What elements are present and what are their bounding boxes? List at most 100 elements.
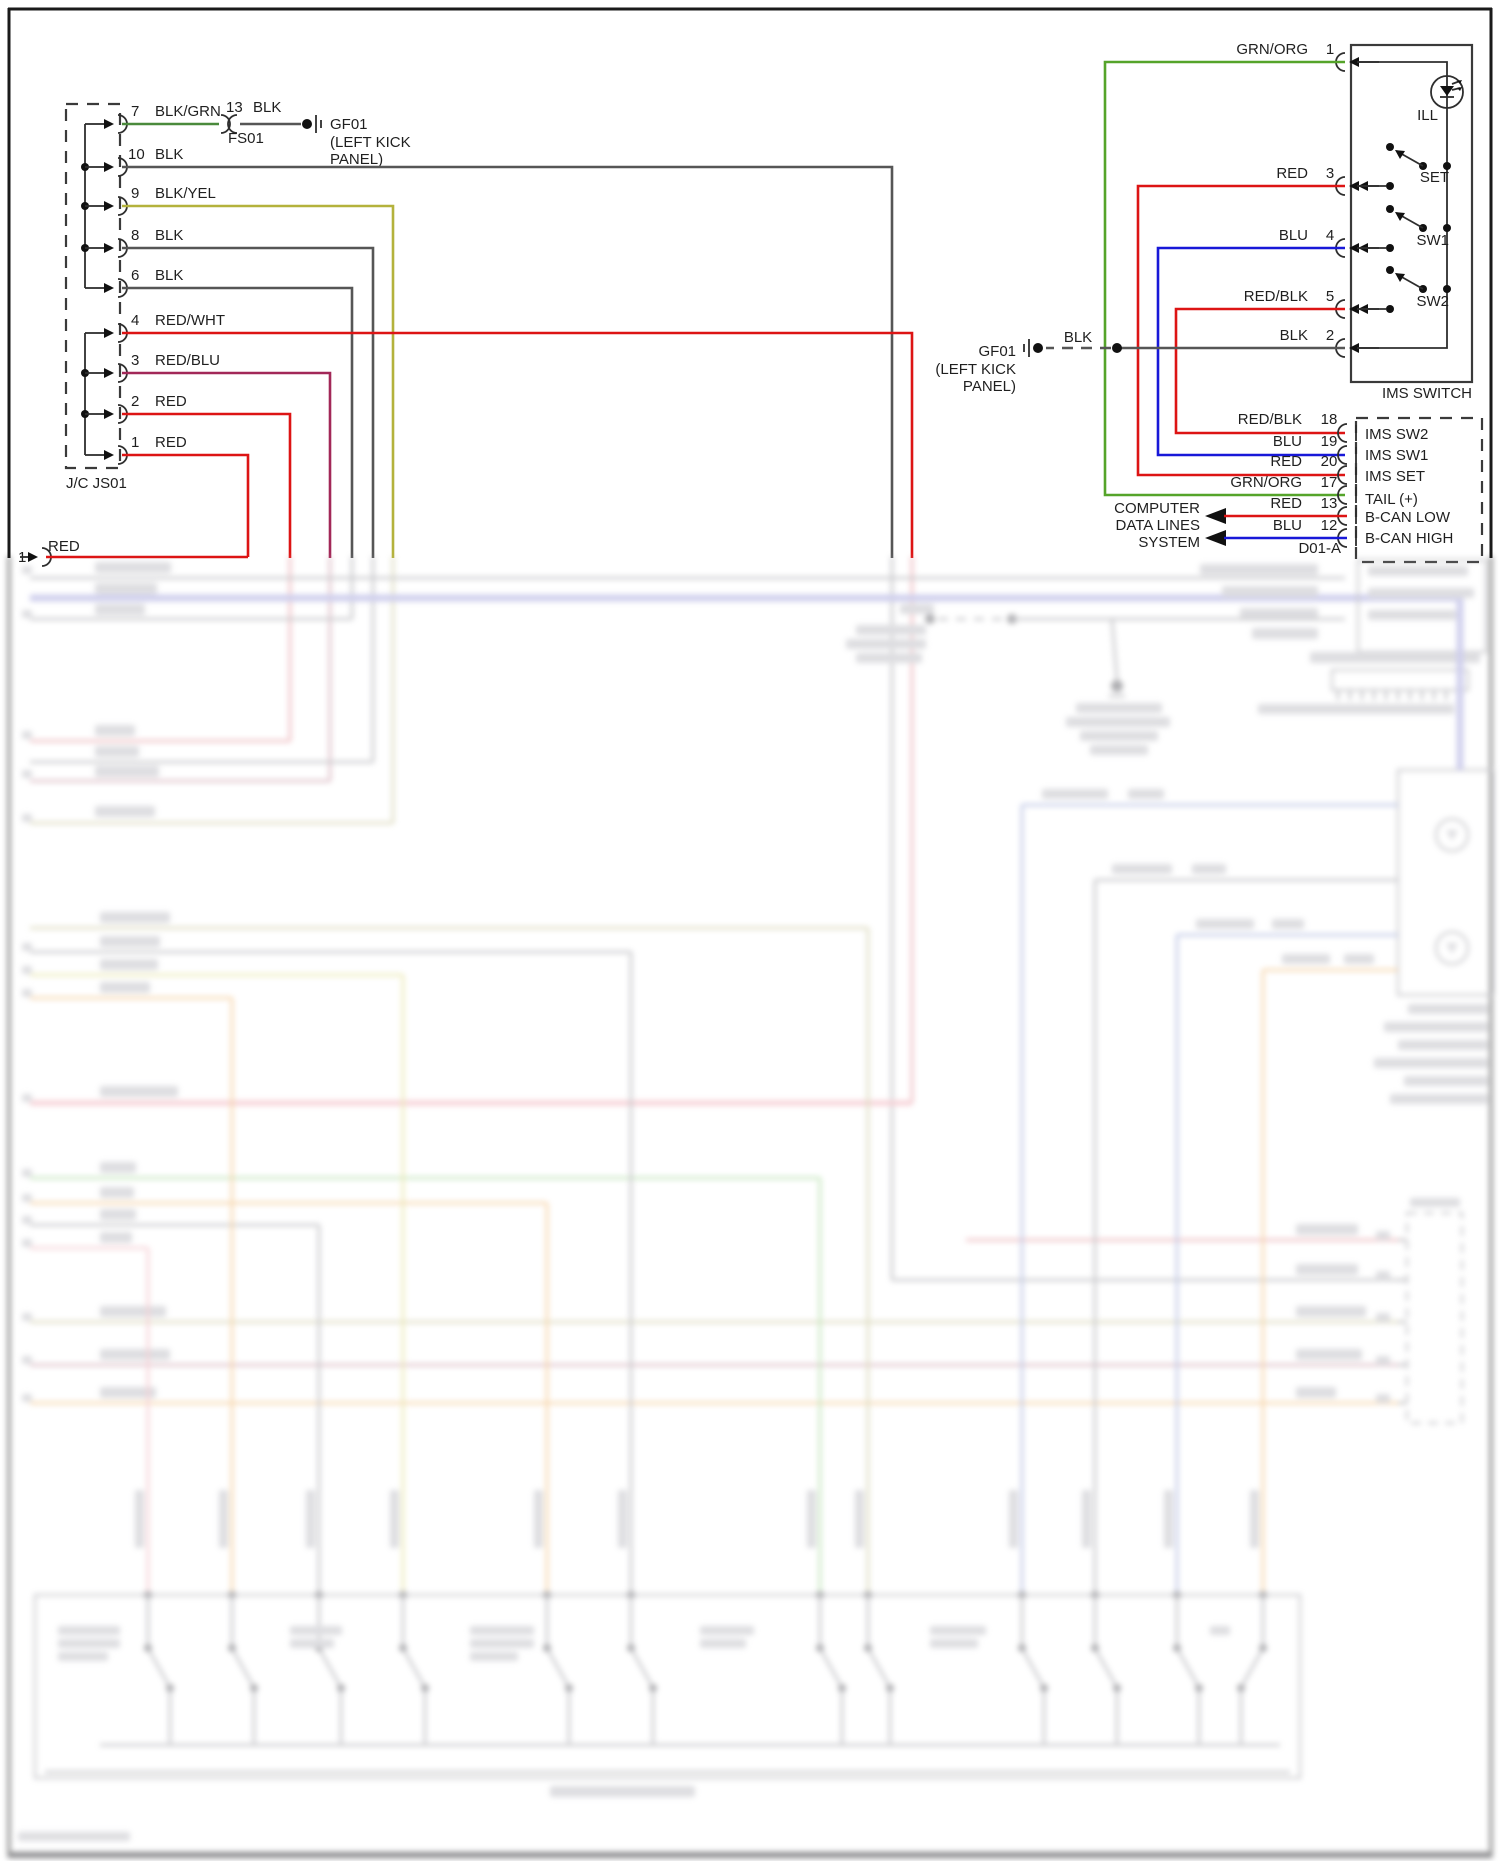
d01a-label: D01-A [1298, 540, 1341, 557]
svg-text:BLK: BLK [1280, 327, 1308, 344]
data-line-arrow-icon [1205, 530, 1347, 546]
svg-text:BLK: BLK [155, 267, 183, 284]
svg-text:COMPUTER: COMPUTER [1114, 500, 1200, 517]
gf01-mid-ground: BLK GF01 (LEFT KICK PANEL) [935, 329, 1122, 395]
svg-text:IMS SW1: IMS SW1 [1365, 447, 1428, 464]
svg-text:6: 6 [131, 267, 139, 284]
jc-js01-wires [122, 165, 914, 558]
ghost-right-bottom-connector [1296, 1198, 1464, 1425]
svg-text:RED/WHT: RED/WHT [155, 312, 225, 329]
svg-text:BLK: BLK [155, 146, 183, 163]
gf01-mid-wire-label: BLK [1064, 329, 1092, 346]
svg-text:PANEL): PANEL) [963, 378, 1016, 395]
svg-text:13: 13 [1321, 495, 1338, 512]
svg-text:RED: RED [1270, 495, 1302, 512]
ill-label: ILL [1417, 107, 1438, 124]
d01a-signal-labels: IMS SW2 IMS SW1 IMS SET TAIL (+) B-CAN L… [1365, 426, 1453, 547]
svg-text:7: 7 [131, 103, 139, 120]
svg-text:BLU: BLU [1273, 433, 1302, 450]
ghost-left-labels [22, 562, 178, 1402]
svg-text:5: 5 [1326, 288, 1334, 305]
svg-text:18: 18 [1321, 411, 1338, 428]
svg-text:PANEL): PANEL) [330, 151, 383, 168]
jc-js01-label: J/C JS01 [66, 475, 127, 492]
fs01-pin-num: 13 [226, 99, 243, 116]
svg-text:(LEFT KICK: (LEFT KICK [935, 361, 1016, 378]
svg-text:GRN/ORG: GRN/ORG [1230, 474, 1302, 491]
svg-text:17: 17 [1321, 474, 1338, 491]
svg-text:19: 19 [1321, 433, 1338, 450]
svg-text:4: 4 [1326, 227, 1334, 244]
illumination-lamp-icon [1430, 75, 1464, 109]
svg-text:2: 2 [131, 393, 139, 410]
svg-text:4: 4 [131, 312, 139, 329]
ims-switch: IMS SWITCH ILL [1335, 43, 1474, 402]
ghost-vertical-wires [288, 556, 914, 1280]
ghost-mirror-motor-box [1022, 768, 1495, 1104]
branch-wire-label: RED [48, 538, 80, 555]
set-label: SET [1420, 169, 1449, 186]
svg-text:9: 9 [131, 185, 139, 202]
jc-js01-pin-labels: 7 BLK/GRN 10 BLK 9 BLK/YEL 8 BLK 6 BLK 4 RED/W… [128, 103, 225, 451]
ground-icon [1023, 339, 1043, 357]
ghost-left-rows [30, 576, 1460, 1405]
svg-text:GRN/ORG: GRN/ORG [1236, 41, 1308, 58]
svg-text:RED: RED [155, 393, 187, 410]
computer-data-lines-block: COMPUTER DATA LINES SYSTEM [1114, 500, 1347, 551]
svg-text:BLK/YEL: BLK/YEL [155, 185, 216, 202]
gf01-mid-label: GF01 [978, 343, 1016, 360]
ims-pin-labels: GRN/ORG 1 RED 3 BLU 4 RED/BLK 5 BLK 2 [1236, 41, 1334, 344]
page-frame [7, 7, 1493, 558]
svg-text:3: 3 [1326, 165, 1334, 182]
svg-text:10: 10 [128, 146, 145, 163]
svg-text:RED/BLK: RED/BLK [1244, 288, 1308, 305]
fs01-label: FS01 [228, 130, 264, 147]
sw1-label: SW1 [1416, 232, 1449, 249]
ghost-switch-labels [58, 1626, 1230, 1661]
svg-text:8: 8 [131, 227, 139, 244]
fs01-wire-label: BLK [253, 99, 281, 116]
svg-text:IMS SET: IMS SET [1365, 468, 1425, 485]
svg-text:RED: RED [1276, 165, 1308, 182]
svg-text:RED: RED [155, 434, 187, 451]
svg-text:BLU: BLU [1279, 227, 1308, 244]
data-line-arrow-icon [1205, 508, 1347, 524]
ghost-switch-levers [144, 1595, 1267, 1745]
svg-text:SYSTEM: SYSTEM [1138, 534, 1200, 551]
svg-text:RED/BLU: RED/BLU [155, 352, 220, 369]
svg-text:RED/BLK: RED/BLK [1238, 411, 1302, 428]
ghost-assembly-caption [550, 1786, 695, 1797]
ghost-top-right-block [1012, 558, 1488, 714]
ground-icon [302, 115, 322, 133]
svg-text:BLK/GRN: BLK/GRN [155, 103, 221, 120]
jc-js01-pins [85, 114, 128, 465]
ghost-descending-wires [146, 805, 1265, 1597]
svg-text:BLK: BLK [155, 227, 183, 244]
svg-text:1: 1 [1326, 41, 1334, 58]
svg-text:12: 12 [1321, 517, 1338, 534]
ims-circuit-wires [1103, 60, 1345, 497]
gf01-top-label: GF01 [330, 116, 368, 133]
d01a-connector: RED/BLK 18 BLU 19 RED 20 GRN/ORG 17 RED 13 BL… [1230, 411, 1484, 564]
ghost-ground-mid [846, 604, 1170, 755]
svg-text:RED: RED [1270, 453, 1302, 470]
svg-text:B-CAN HIGH: B-CAN HIGH [1365, 530, 1453, 547]
svg-text:IMS SW2: IMS SW2 [1365, 426, 1428, 443]
ghost-watermark [18, 1832, 130, 1841]
svg-text:2: 2 [1326, 327, 1334, 344]
svg-text:1: 1 [131, 434, 139, 451]
ims-switch-title: IMS SWITCH [1382, 385, 1472, 402]
svg-text:B-CAN LOW: B-CAN LOW [1365, 509, 1451, 526]
sw2-label: SW2 [1416, 293, 1449, 310]
svg-text:20: 20 [1321, 453, 1338, 470]
d01a-wire-labels: RED/BLK 18 BLU 19 RED 20 GRN/ORG 17 RED 13 BL… [1230, 411, 1337, 534]
svg-text:DATA LINES: DATA LINES [1116, 517, 1200, 534]
sharp-region: J/C JS01 7 [7, 7, 1493, 567]
blurred-region [7, 556, 1495, 1858]
ghost-vertical-wire-labels [135, 1490, 1259, 1548]
jc-js01-connector: J/C JS01 7 [64, 102, 225, 492]
wire-blk-grn-to-gf01: 13 BLK FS01 GF01 (LEFT KICK PANEL) [122, 99, 411, 168]
svg-text:BLU: BLU [1273, 517, 1302, 534]
svg-text:(LEFT KICK: (LEFT KICK [330, 134, 411, 151]
